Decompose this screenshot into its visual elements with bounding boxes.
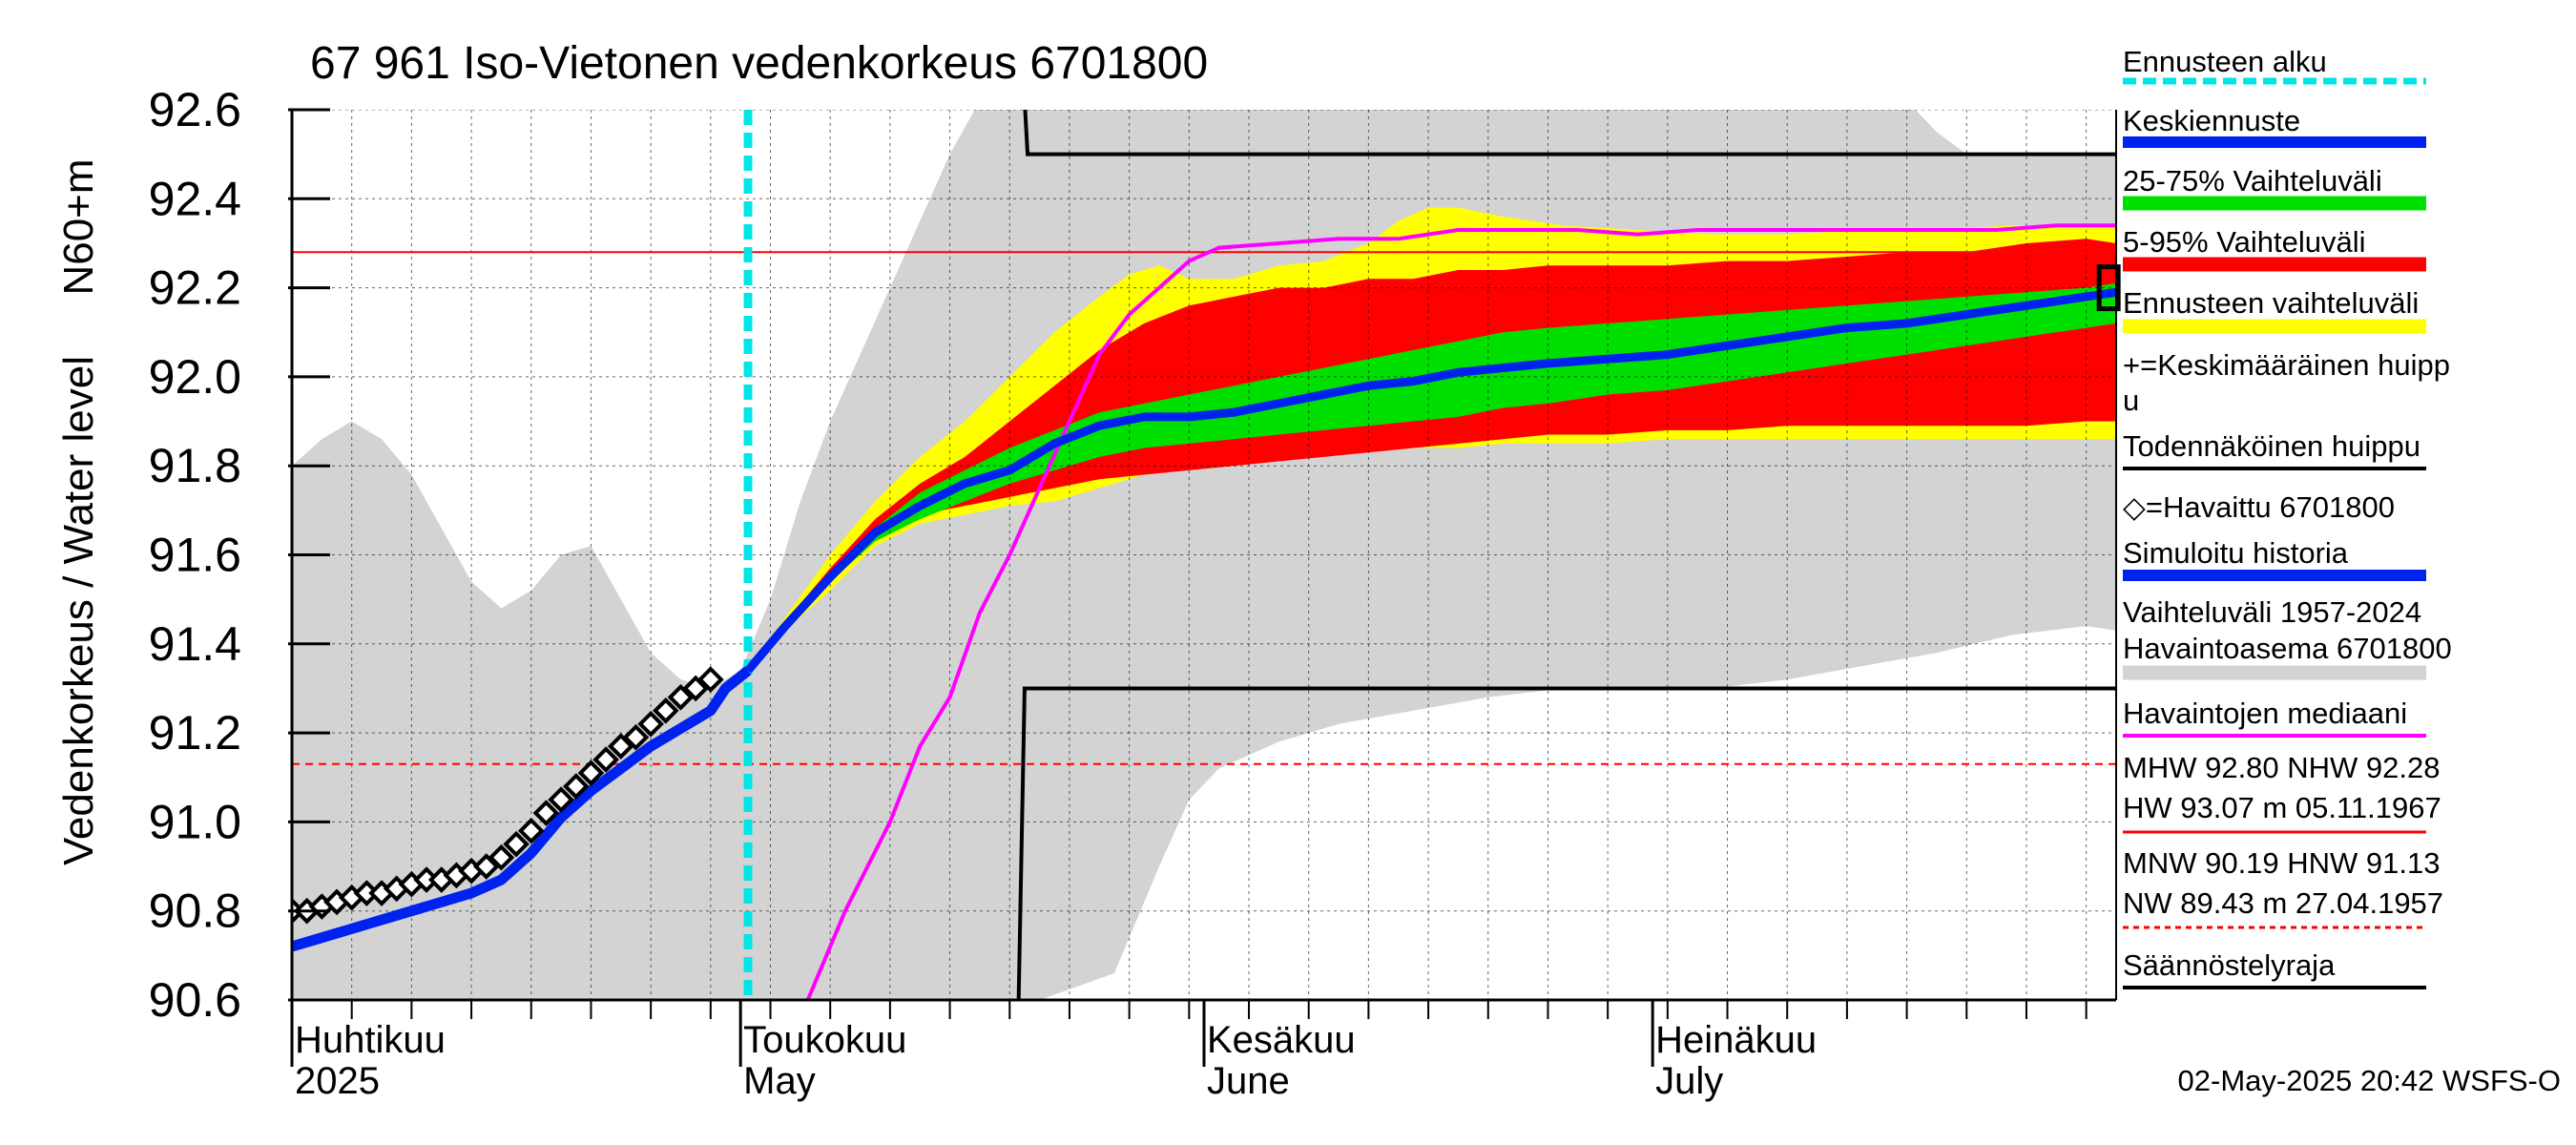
observed-point bbox=[622, 723, 650, 751]
range-25-75-band bbox=[748, 282, 2116, 671]
probable-peak-marker bbox=[2096, 264, 2121, 312]
observed-point bbox=[652, 697, 679, 724]
month-label: Huhtikuu bbox=[295, 1019, 446, 1061]
legend-label-range-25-75: 25-75% Vaihteluväli bbox=[2123, 164, 2382, 198]
observed-point bbox=[548, 786, 574, 813]
legend-label2-history-range: Havaintoasema 6701800 bbox=[2123, 632, 2452, 665]
observed-point bbox=[667, 683, 695, 711]
chart-title: 67 961 Iso-Vietonen vedenkorkeus 6701800 bbox=[310, 38, 1208, 89]
regulation-upper-line bbox=[1023, 110, 2116, 156]
y-tick-label: 92.0 bbox=[149, 350, 241, 404]
legend-label-range-5-95: 5-95% Vaihteluväli bbox=[2123, 225, 2365, 259]
legend-label-history-range: Vaihteluväli 1957-2024 bbox=[2123, 595, 2421, 629]
mean-forecast-line bbox=[744, 287, 2116, 674]
y-tick-label: 90.6 bbox=[149, 973, 241, 1027]
observed-point bbox=[517, 817, 545, 844]
observed-point bbox=[472, 853, 500, 880]
legend-label2-low-stats: NW 89.43 m 27.04.1957 bbox=[2123, 886, 2443, 920]
y-axis-label: Vedenkorkeus / Water level bbox=[55, 356, 102, 865]
timestamp: 02-May-2025 20:42 WSFS-O bbox=[2178, 1064, 2561, 1097]
month-label: Heinäkuu bbox=[1655, 1019, 1817, 1061]
legend-label-forecast-start: Ennusteen alku bbox=[2123, 45, 2327, 78]
legend-label-high-stats: MHW 92.80 NHW 92.28 bbox=[2123, 751, 2441, 784]
y-tick-label: 91.2 bbox=[149, 706, 241, 760]
y-tick-label: 91.8 bbox=[149, 439, 241, 492]
simulated-history-line bbox=[292, 666, 752, 952]
legend-label-simulated: Simuloitu historia bbox=[2123, 536, 2349, 570]
y-tick-label: 92.4 bbox=[149, 172, 241, 225]
month-sublabel: 2025 bbox=[295, 1060, 380, 1102]
legend-label-mean-peak: +=Keskimääräinen huipp bbox=[2123, 348, 2450, 382]
legend-label-observed: ◇=Havaittu 6701800 bbox=[2123, 490, 2395, 524]
month-label: Kesäkuu bbox=[1207, 1019, 1356, 1061]
observed-point bbox=[682, 675, 709, 702]
observed-point bbox=[577, 760, 605, 786]
legend-label-regulation: Säännöstelyraja bbox=[2123, 948, 2336, 982]
y-tick-label: 91.4 bbox=[149, 617, 241, 671]
median-line bbox=[805, 223, 2116, 1000]
legend-label-low-stats: MNW 90.19 HNW 91.13 bbox=[2123, 846, 2441, 880]
y-tick-label: 91.6 bbox=[149, 529, 241, 582]
observed-point bbox=[637, 710, 664, 738]
legend-label2-mean-peak: u bbox=[2123, 384, 2139, 417]
observed-point bbox=[592, 746, 619, 773]
observed-point bbox=[607, 733, 634, 760]
y-tick-label: 91.0 bbox=[149, 795, 241, 848]
observed-point bbox=[532, 800, 560, 826]
observed-point bbox=[503, 830, 530, 858]
observed-point bbox=[562, 773, 590, 800]
y-tick-label: 92.2 bbox=[149, 261, 241, 315]
month-sublabel: May bbox=[743, 1060, 816, 1102]
month-sublabel: July bbox=[1655, 1060, 1723, 1102]
legend-label-forecast-range: Ennusteen vaihteluväli bbox=[2123, 286, 2419, 320]
observed-point bbox=[488, 843, 515, 871]
legend-label-median: Havaintojen mediaani bbox=[2123, 697, 2407, 730]
y-axis-unit: N60+m bbox=[55, 158, 102, 295]
observed-point bbox=[696, 666, 724, 693]
y-tick-label: 92.6 bbox=[149, 83, 241, 136]
legend-label-mean-forecast: Keskiennuste bbox=[2123, 104, 2300, 137]
month-label: Toukokuu bbox=[743, 1019, 906, 1061]
regulation-lower-line bbox=[1016, 686, 2116, 1000]
legend-label-probable-peak: Todennäköinen huippu bbox=[2123, 429, 2420, 463]
y-tick-label: 90.8 bbox=[149, 885, 241, 938]
legend-label2-high-stats: HW 93.07 m 05.11.1967 bbox=[2123, 791, 2441, 824]
month-sublabel: June bbox=[1207, 1060, 1290, 1102]
